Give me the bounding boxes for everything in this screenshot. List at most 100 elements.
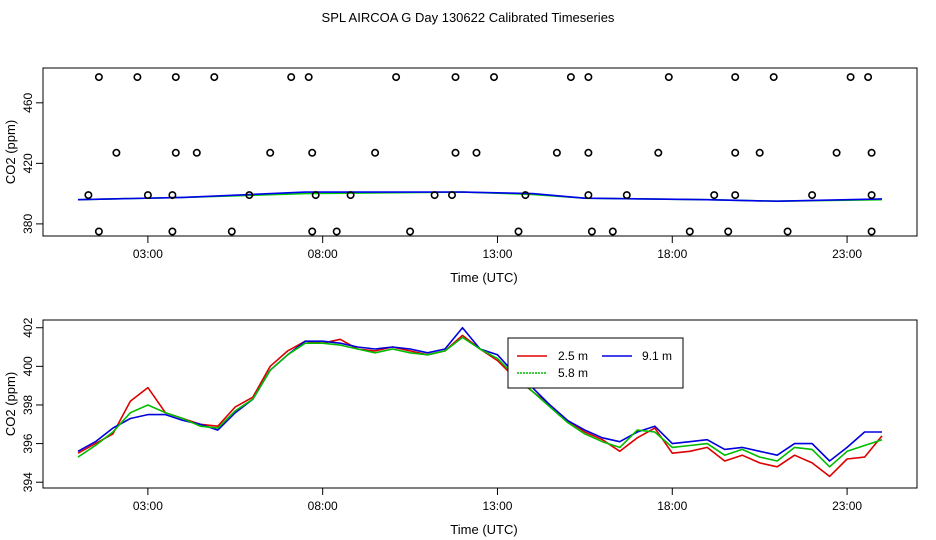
top-y-tick-label: 460 — [21, 92, 35, 112]
calibration-point — [210, 73, 219, 82]
calibration-point — [192, 148, 201, 157]
calibration-point — [846, 73, 855, 82]
top-series-9-1-m — [77, 191, 883, 202]
calibration-point — [584, 73, 593, 82]
top-y-tick-label: 420 — [21, 153, 35, 173]
bot-x-tick-label: 08:00 — [308, 499, 338, 513]
bot-y-tick-label: 402 — [21, 317, 35, 337]
calibration-point — [587, 227, 596, 236]
bot-y-tick-label: 400 — [21, 356, 35, 376]
calibration-point — [566, 73, 575, 82]
legend: 2.5 m 9.1 m 5.8 m — [507, 337, 684, 389]
calibration-point — [832, 148, 841, 157]
top-x-tick-label: 03:00 — [133, 247, 163, 261]
calibration-point — [783, 227, 792, 236]
calibration-point — [266, 148, 275, 157]
calibration-point — [584, 148, 593, 157]
calibration-point — [451, 73, 460, 82]
calibration-point — [168, 191, 177, 200]
bot-x-tick-label: 18:00 — [657, 499, 687, 513]
top-x-axis: 03:00 08:00 13:00 18:00 23:00 — [133, 236, 862, 261]
top-x-tick-label: 13:00 — [482, 247, 512, 261]
bot-x-tick-label: 13:00 — [482, 499, 512, 513]
bot-y-tick-label: 394 — [21, 472, 35, 492]
calibration-point — [514, 227, 523, 236]
calibration-point — [406, 227, 415, 236]
top-x-tick-label: 18:00 — [657, 247, 687, 261]
calibration-point — [685, 227, 694, 236]
legend-label-9-1m: 9.1 m — [642, 349, 672, 363]
legend-label-2-5m: 2.5 m — [558, 349, 588, 363]
calibration-point — [447, 191, 456, 200]
calibration-point — [245, 191, 254, 200]
bot-y-tick-label: 396 — [21, 433, 35, 453]
calibration-point — [584, 191, 593, 200]
calibration-point — [867, 227, 876, 236]
calibration-point — [133, 73, 142, 82]
calibration-point — [472, 148, 481, 157]
top-y-tick-label: 380 — [21, 214, 35, 234]
calibration-point — [808, 191, 817, 200]
calibration-point — [710, 191, 719, 200]
calibration-point — [622, 191, 631, 200]
bottom-plot-frame — [42, 319, 918, 489]
calibration-point — [731, 148, 740, 157]
bottom-y-axis-label: CO2 (ppm) — [3, 372, 18, 436]
calibration-point — [755, 148, 764, 157]
calibration-point — [346, 191, 355, 200]
top-panel: 03:00 08:00 13:00 18:00 23:00 380 420 460 Time… — [3, 67, 918, 285]
calibration-point — [392, 73, 401, 82]
bottom-x-axis: 03:00 08:00 13:00 18:00 23:00 — [133, 488, 862, 513]
top-calibration-points — [84, 73, 876, 236]
calibration-point — [489, 73, 498, 82]
calibration-point — [430, 191, 439, 200]
bottom-x-axis-label: Time (UTC) — [450, 522, 517, 537]
calibration-point — [867, 148, 876, 157]
calibration-point — [769, 73, 778, 82]
calibration-point — [724, 227, 733, 236]
calibration-point — [171, 73, 180, 82]
calibration-point — [143, 191, 152, 200]
calibration-point — [332, 227, 341, 236]
calibration-point — [308, 148, 317, 157]
bot-series-5-8-m — [77, 336, 883, 468]
top-x-axis-label: Time (UTC) — [450, 270, 517, 285]
calibration-point — [608, 227, 617, 236]
top-plot-frame — [42, 67, 918, 237]
calibration-point — [521, 191, 530, 200]
top-x-tick-label: 23:00 — [832, 247, 862, 261]
calibration-point — [731, 73, 740, 82]
legend-label-5-8m: 5.8 m — [558, 366, 588, 380]
calibration-point — [94, 73, 103, 82]
calibration-point — [287, 73, 296, 82]
chart-title: SPL AIRCOA G Day 130622 Calibrated Times… — [322, 10, 615, 25]
calibration-point — [451, 148, 460, 157]
calibration-point — [171, 148, 180, 157]
top-series-lines — [77, 191, 883, 202]
calibration-point — [227, 227, 236, 236]
calibration-point — [308, 227, 317, 236]
calibration-point — [112, 148, 121, 157]
calibration-point — [311, 191, 320, 200]
calibration-point — [731, 191, 740, 200]
bottom-series-lines — [77, 326, 883, 478]
bottom-panel: 03:00 08:00 13:00 18:00 23:00 394 396 398 400 40… — [3, 317, 918, 537]
calibration-point — [168, 227, 177, 236]
calibration-point — [864, 73, 873, 82]
bot-y-tick-label: 398 — [21, 395, 35, 415]
calibration-point — [371, 148, 380, 157]
bot-x-tick-label: 03:00 — [133, 499, 163, 513]
legend-box — [507, 337, 684, 389]
top-y-axis: 380 420 460 — [21, 92, 43, 234]
calibration-point — [552, 148, 561, 157]
bot-series-9-1-m — [77, 326, 882, 462]
calibration-point — [867, 191, 876, 200]
bot-x-tick-label: 23:00 — [832, 499, 862, 513]
calibration-point — [304, 73, 313, 82]
calibration-point — [94, 227, 103, 236]
top-x-tick-label: 08:00 — [308, 247, 338, 261]
bottom-y-axis: 394 396 398 400 402 — [21, 317, 43, 492]
calibration-point — [84, 191, 93, 200]
bot-series-2-5-m — [77, 334, 883, 478]
